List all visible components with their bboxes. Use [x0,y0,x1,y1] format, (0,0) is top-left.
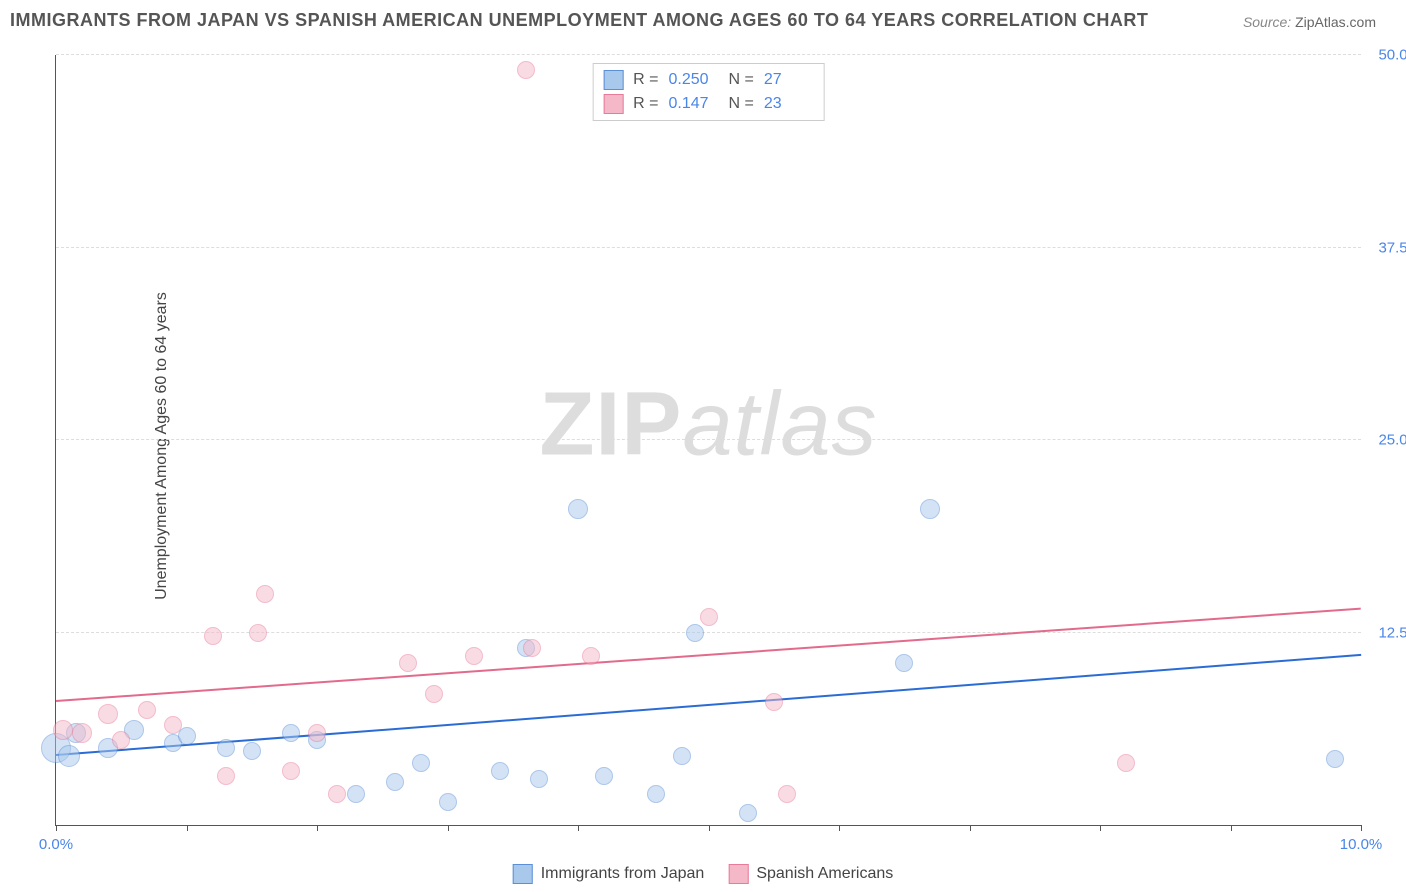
legend-row-series-2: R = 0.147 N = 23 [603,92,814,116]
data-point [778,785,796,803]
data-point [217,767,235,785]
data-point [72,723,92,743]
trend-line [56,654,1361,756]
y-tick-label: 50.0% [1366,47,1406,64]
data-point [386,773,404,791]
x-tick [56,825,57,831]
data-point [530,770,548,788]
scatter-plot-area: ZIPatlas R = 0.250 N = 27 R = 0.147 N = … [55,55,1361,826]
data-point [204,627,222,645]
data-point [112,731,130,749]
data-point [739,804,757,822]
x-tick [448,825,449,831]
chart-title: IMMIGRANTS FROM JAPAN VS SPANISH AMERICA… [10,10,1148,31]
source-attribution: Source: ZipAtlas.com [1243,14,1376,30]
data-point [686,624,704,642]
swatch-series-1 [513,864,533,884]
x-tick-label: 0.0% [39,836,73,853]
data-point [256,585,274,603]
data-point [347,785,365,803]
r-label: R = [633,95,658,113]
n-label: N = [729,95,754,113]
x-tick [1361,825,1362,831]
data-point [439,793,457,811]
swatch-series-2 [603,94,623,114]
data-point [595,767,613,785]
data-point [582,647,600,665]
legend-row-series-1: R = 0.250 N = 27 [603,68,814,92]
data-point [249,624,267,642]
x-tick [578,825,579,831]
data-point [58,745,80,767]
y-tick-label: 12.5% [1366,624,1406,641]
data-point [138,701,156,719]
data-point [491,762,509,780]
data-point [568,499,588,519]
data-point [164,716,182,734]
r-value-series-2: 0.147 [669,95,719,113]
x-tick-label: 10.0% [1340,836,1383,853]
data-point [53,720,73,740]
x-tick [187,825,188,831]
gridline [56,247,1361,248]
x-tick [839,825,840,831]
series-2-name: Spanish Americans [756,865,893,883]
data-point [465,647,483,665]
data-point [895,654,913,672]
x-tick [1231,825,1232,831]
source-label: Source: [1243,14,1291,30]
data-point [399,654,417,672]
data-point [517,61,535,79]
data-point [673,747,691,765]
x-tick [970,825,971,831]
source-value: ZipAtlas.com [1295,14,1376,30]
swatch-series-2 [728,864,748,884]
data-point [700,608,718,626]
r-value-series-1: 0.250 [669,71,719,89]
n-value-series-1: 27 [764,71,814,89]
data-point [523,639,541,657]
data-point [1326,750,1344,768]
series-1-name: Immigrants from Japan [541,865,705,883]
swatch-series-1 [603,70,623,90]
series-legend: Immigrants from Japan Spanish Americans [513,864,894,884]
correlation-legend: R = 0.250 N = 27 R = 0.147 N = 23 [592,63,825,121]
data-point [282,762,300,780]
data-point [308,724,326,742]
data-point [1117,754,1135,772]
data-point [765,693,783,711]
y-tick-label: 25.0% [1366,432,1406,449]
watermark-zip: ZIP [539,374,682,474]
gridline [56,54,1361,55]
data-point [425,685,443,703]
data-point [282,724,300,742]
x-tick [317,825,318,831]
data-point [328,785,346,803]
data-point [412,754,430,772]
x-tick [709,825,710,831]
data-point [217,739,235,757]
n-label: N = [729,71,754,89]
legend-item-series-1: Immigrants from Japan [513,864,705,884]
watermark: ZIPatlas [539,373,877,476]
data-point [647,785,665,803]
watermark-atlas: atlas [682,374,877,474]
x-tick [1100,825,1101,831]
y-tick-label: 37.5% [1366,239,1406,256]
data-point [98,704,118,724]
legend-item-series-2: Spanish Americans [728,864,893,884]
r-label: R = [633,71,658,89]
n-value-series-2: 23 [764,95,814,113]
gridline [56,439,1361,440]
data-point [920,499,940,519]
data-point [243,742,261,760]
